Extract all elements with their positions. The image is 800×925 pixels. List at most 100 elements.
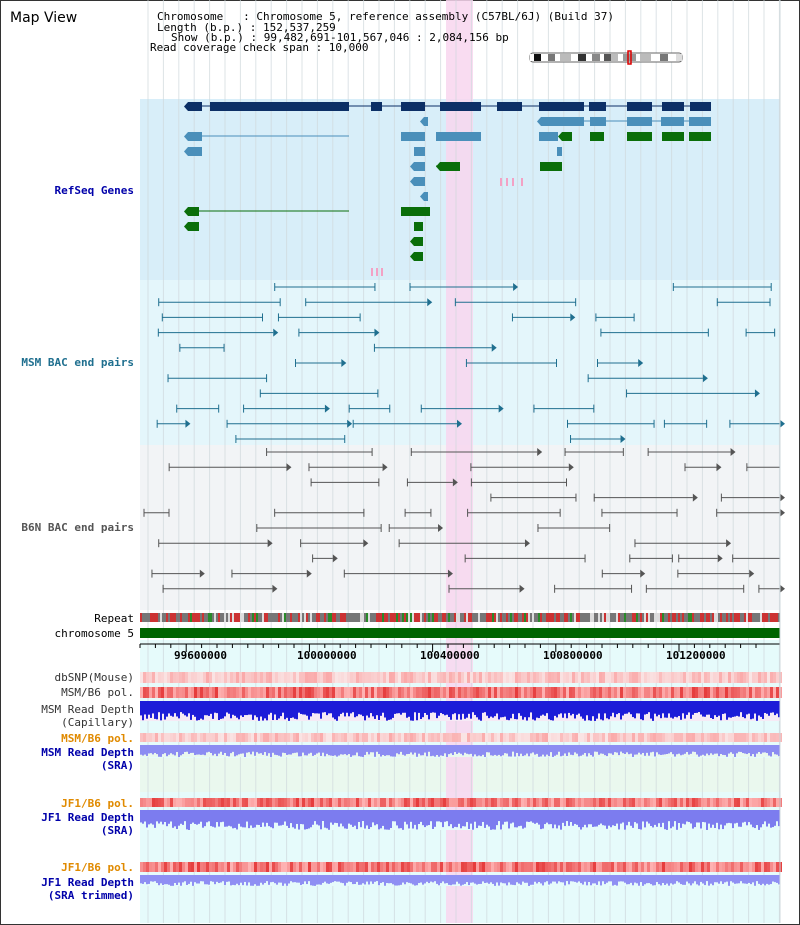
depth-bar <box>366 810 368 826</box>
repeat-block <box>176 613 178 622</box>
depth-bar <box>270 745 272 757</box>
heat-cell <box>455 672 458 683</box>
track-label-refseq[interactable]: RefSeq Genes <box>54 184 134 197</box>
depth-bar <box>698 701 700 713</box>
depth-bar <box>480 875 482 884</box>
repeat-block <box>180 613 182 622</box>
heat-cell <box>671 733 674 742</box>
depth-bar <box>772 745 774 753</box>
depth-bar <box>506 701 508 720</box>
heat-cell <box>536 687 539 698</box>
heat-cell <box>548 862 551 872</box>
depth-bar <box>602 810 604 826</box>
depth-bar <box>278 745 280 756</box>
heat-cell <box>260 733 263 742</box>
heat-cell <box>674 733 677 742</box>
heat-cell <box>314 672 317 683</box>
heat-cell <box>218 687 221 698</box>
depth-bar <box>170 875 172 886</box>
heat-cell <box>242 687 245 698</box>
depth-bar <box>628 701 630 713</box>
heat-cell <box>275 672 278 683</box>
track-label-jf1-depth-sra-1[interactable]: JF1 Read Depth <box>41 811 134 824</box>
repeat-block <box>662 613 664 622</box>
repeat-block <box>414 613 416 622</box>
heat-cell <box>713 672 716 683</box>
depth-bar <box>618 875 620 882</box>
depth-bar <box>724 745 726 756</box>
track-label-msm-b6-pol-2[interactable]: MSM/B6 pol. <box>61 732 134 745</box>
track-label-jf1-depth-trim-1[interactable]: JF1 Read Depth <box>41 876 134 889</box>
depth-bar <box>600 875 602 886</box>
repeat-block <box>498 613 500 622</box>
depth-bar <box>402 745 404 755</box>
depth-bar <box>414 701 416 713</box>
track-label-msm-bac[interactable]: MSM BAC end pairs <box>21 356 134 369</box>
depth-bar <box>450 810 452 825</box>
heat-cell <box>386 862 389 872</box>
depth-bar <box>340 875 342 883</box>
depth-bar <box>454 875 456 885</box>
track-label-msm-depth-capillary-1[interactable]: MSM Read Depth <box>41 703 134 716</box>
track-label-jf1-b6-pol-2[interactable]: JF1/B6 pol. <box>61 861 134 874</box>
repeat-block <box>458 613 460 622</box>
depth-bar <box>494 745 496 755</box>
heat-cell <box>455 687 458 698</box>
depth-bar <box>180 810 182 824</box>
track-label-b6n-bac[interactable]: B6N BAC end pairs <box>21 521 134 534</box>
heat-cell <box>197 733 200 742</box>
depth-bar <box>234 701 236 716</box>
depth-bar <box>578 810 580 828</box>
track-label-msm-b6-pol[interactable]: MSM/B6 pol. <box>61 686 134 699</box>
depth-bar <box>290 701 292 718</box>
depth-bar <box>148 810 150 825</box>
depth-bar <box>406 745 408 755</box>
gene-marker <box>512 178 514 186</box>
track-label-jf1-b6-pol[interactable]: JF1/B6 pol. <box>61 797 134 810</box>
heat-cell <box>584 798 587 807</box>
heat-cell <box>602 798 605 807</box>
heat-cell <box>650 862 653 872</box>
heat-cell <box>377 862 380 872</box>
depth-bar <box>298 875 300 883</box>
heat-cell <box>203 862 206 872</box>
depth-bar <box>206 701 208 716</box>
depth-bar <box>646 745 648 753</box>
depth-bar <box>188 701 190 714</box>
repeat-block <box>476 613 478 622</box>
track-label-chromosome[interactable]: chromosome 5 <box>54 627 134 640</box>
heat-cell <box>704 862 707 872</box>
heat-cell <box>356 862 359 872</box>
depth-bar <box>270 875 272 883</box>
heat-cell <box>626 798 629 807</box>
heat-cell <box>641 798 644 807</box>
track-label-repeat[interactable]: Repeat <box>94 612 134 625</box>
depth-bar <box>304 810 306 830</box>
depth-bar <box>514 745 516 757</box>
heat-cell <box>680 798 683 807</box>
depth-bar <box>638 810 640 830</box>
track-label-dbsnp[interactable]: dbSNP(Mouse) <box>54 671 134 684</box>
depth-bar <box>716 745 718 754</box>
repeat-block <box>574 613 576 622</box>
heat-cell <box>467 687 470 698</box>
depth-bar <box>340 745 342 755</box>
heat-cell <box>359 687 362 698</box>
depth-bar <box>604 701 606 714</box>
heat-cell <box>479 798 482 807</box>
depth-bar <box>184 745 186 752</box>
heat-cell <box>707 687 710 698</box>
heat-cell <box>245 798 248 807</box>
track-label-msm-depth-sra-1[interactable]: MSM Read Depth <box>41 746 134 759</box>
depth-bar <box>424 875 426 884</box>
heat-cell <box>296 672 299 683</box>
depth-bar <box>148 701 150 715</box>
depth-bar <box>484 701 486 713</box>
depth-bar <box>618 810 620 830</box>
depth-bar <box>342 810 344 827</box>
heat-cell <box>446 687 449 698</box>
depth-bar <box>394 810 396 822</box>
depth-bar <box>262 745 264 755</box>
depth-bar <box>538 745 540 757</box>
